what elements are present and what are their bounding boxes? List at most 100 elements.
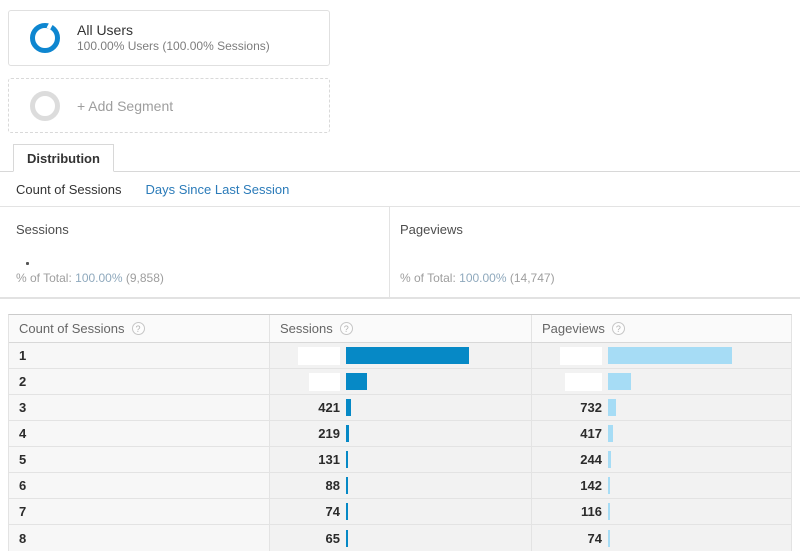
table-row: 4 219 417 [9, 421, 791, 447]
column-header-sessions[interactable]: Sessions ? [269, 315, 531, 342]
sessions-value: 131 [318, 452, 340, 467]
table-row: 3 421 732 [9, 395, 791, 421]
add-segment-button[interactable]: + Add Segment [8, 78, 330, 133]
sessions-cell: 65 [269, 525, 531, 551]
dimension-cell: 2 [9, 369, 269, 394]
segment-text: All Users 100.00% Users (100.00% Session… [77, 22, 270, 54]
table-row: 2 [9, 369, 791, 395]
column-header-pageviews[interactable]: Pageviews ? [531, 315, 791, 342]
pageviews-cell [531, 369, 791, 394]
help-question-icon[interactable]: ? [339, 322, 353, 335]
tab-bar: Distribution [0, 144, 800, 172]
pageviews-summary-title: Pageviews [400, 222, 463, 237]
column-header-label: Pageviews [542, 321, 605, 336]
pageviews-bar [608, 347, 732, 364]
sessions-cell: 421 [269, 395, 531, 420]
total-value: (9,858) [125, 271, 164, 285]
table-row: 5 131 244 [9, 447, 791, 473]
sessions-cell: 219 [269, 421, 531, 446]
dimension-cell: 7 [9, 499, 269, 524]
pageviews-percent-of-total: % of Total: 100.00% (14,747) [400, 271, 800, 285]
subnav-count-of-sessions[interactable]: Count of Sessions [16, 181, 122, 197]
pageviews-value: 417 [580, 426, 602, 441]
pageviews-bar [608, 451, 611, 468]
redacted-value-box [298, 346, 340, 365]
pageviews-bar [608, 425, 613, 442]
sessions-value: 219 [318, 426, 340, 441]
pageviews-cell: 417 [531, 421, 791, 446]
sessions-cell [269, 369, 531, 394]
sessions-cell: 74 [269, 499, 531, 524]
sessions-cell: 88 [269, 473, 531, 498]
segment-donut-icon [30, 23, 60, 53]
add-segment-label: + Add Segment [77, 97, 174, 114]
table-header-row: Count of Sessions ? Sessions ? Pageviews… [9, 315, 791, 343]
table-row: 1 [9, 343, 791, 369]
redacted-value-box [309, 372, 340, 391]
dimension-cell: 1 [9, 343, 269, 368]
column-header-count-of-sessions[interactable]: Count of Sessions ? [9, 315, 269, 342]
sessions-summary-title: Sessions [16, 222, 69, 237]
percent-value: 100.00% [75, 271, 123, 285]
report-subnav: Count of Sessions Days Since Last Sessio… [0, 172, 800, 207]
sessions-bar [346, 373, 367, 390]
tab-distribution[interactable]: Distribution [13, 144, 114, 172]
sessions-cell: 131 [269, 447, 531, 472]
count-of-sessions-table: Count of Sessions ? Sessions ? Pageviews… [8, 314, 792, 551]
dimension-cell: 5 [9, 447, 269, 472]
pageviews-value: 142 [580, 478, 602, 493]
total-value: (14,747) [509, 271, 555, 285]
help-question-icon[interactable]: ? [611, 322, 625, 335]
sessions-value: 65 [325, 530, 340, 546]
sessions-percent-of-total: % of Total: 100.00% (9,858) [16, 271, 389, 285]
pageviews-cell: 732 [531, 395, 791, 420]
dimension-cell: 8 [9, 525, 269, 551]
sessions-bar [346, 399, 351, 416]
pageviews-value: 74 [587, 530, 602, 546]
percent-prefix: % of Total: [16, 271, 72, 285]
column-header-label: Sessions [280, 321, 333, 336]
segment-card-all-users[interactable]: All Users 100.00% Users (100.00% Session… [8, 10, 330, 66]
column-header-label: Count of Sessions [19, 321, 125, 336]
pageviews-value: 732 [580, 400, 602, 415]
pageviews-bar [608, 373, 631, 390]
table-row: 6 88 142 [9, 473, 791, 499]
sessions-cell [269, 343, 531, 368]
segment-title: All Users [77, 22, 134, 38]
sessions-bar [346, 451, 348, 468]
redacted-value-box [565, 372, 602, 391]
subnav-days-since-last-session-link[interactable]: Days Since Last Session [145, 181, 290, 197]
sessions-bar [346, 529, 348, 547]
sessions-bar [346, 425, 349, 442]
segment-donut-icon-gray [30, 90, 60, 121]
sessions-value: 74 [325, 504, 340, 519]
dimension-cell: 6 [9, 473, 269, 498]
pageviews-cell: 244 [531, 447, 791, 472]
table-row: 7 74 116 [9, 499, 791, 525]
pageviews-cell: 142 [531, 473, 791, 498]
table-row: 8 65 74 [9, 525, 791, 551]
sessions-summary: Sessions % of Total: 100.00% (9,858) [0, 207, 390, 297]
dimension-cell: 3 [9, 395, 269, 420]
pageviews-cell: 116 [531, 499, 791, 524]
metric-summary-panel: Sessions % of Total: 100.00% (9,858) Pag… [0, 207, 800, 299]
sessions-bar [346, 503, 348, 520]
sessions-bar [346, 477, 348, 494]
sessions-value-dot [26, 262, 29, 265]
percent-value: 100.00% [459, 271, 507, 285]
dimension-cell: 4 [9, 421, 269, 446]
sessions-value: 421 [318, 400, 340, 415]
pageviews-summary: Pageviews % of Total: 100.00% (14,747) [390, 207, 800, 297]
sessions-bar [346, 347, 469, 364]
percent-prefix: % of Total: [400, 271, 456, 285]
segment-picker: All Users 100.00% Users (100.00% Session… [0, 0, 800, 133]
pageviews-value: 244 [580, 452, 602, 467]
pageviews-bar [608, 529, 610, 547]
segment-subtitle: 100.00% Users (100.00% Sessions) [77, 39, 270, 53]
help-question-icon[interactable]: ? [131, 322, 145, 335]
pageviews-bar [608, 477, 610, 494]
pageviews-bar [608, 399, 616, 416]
sessions-value: 88 [325, 478, 340, 493]
pageviews-value: 116 [581, 504, 602, 519]
pageviews-cell [531, 343, 791, 368]
